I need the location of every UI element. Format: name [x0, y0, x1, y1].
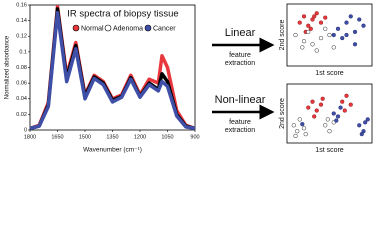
scatter-point	[318, 20, 324, 25]
scatter-point	[357, 123, 362, 128]
legend-label: Adenoma	[113, 25, 143, 32]
y-tick-label: 0.04	[16, 96, 27, 102]
y-axis-label: Normalized absorbance	[5, 35, 11, 99]
scatter-point	[300, 45, 305, 50]
scatter-point	[314, 11, 319, 16]
scatter-point	[327, 129, 332, 134]
y-tick-label: 0.02	[16, 112, 27, 118]
scatter-point	[323, 26, 328, 31]
y-tick-label: 0.16	[16, 2, 27, 8]
annotation: feature	[229, 119, 251, 126]
x-tick-label: 1500	[79, 134, 91, 140]
scatter-point	[301, 39, 307, 44]
scatter-point	[342, 108, 347, 113]
annotation: extraction	[225, 127, 255, 134]
legend-marker	[72, 24, 80, 32]
scatter-point	[314, 108, 319, 113]
scatter-point	[340, 99, 345, 104]
scatter-point	[331, 45, 336, 50]
x-tick-label: 1200	[134, 134, 146, 140]
scatter-point	[301, 126, 307, 131]
scatter-point	[365, 117, 370, 122]
chart-title: IR spectra of biopsy tissue	[67, 9, 178, 20]
scatter-point	[318, 35, 324, 41]
scatter-point	[306, 29, 311, 34]
scatter-point	[310, 42, 315, 47]
page: {"chart_data": [ {"type": "line", "title…	[4, 2, 373, 154]
figure: 0 0.02 0.04 0.06 0.08 0.1 0.12 0.14 0.16 1800 1650…	[5, 2, 373, 154]
plot-frame	[286, 83, 373, 144]
scatter-point	[301, 14, 307, 19]
y-tick-label: 0.12	[16, 34, 27, 40]
legend-marker	[144, 24, 152, 32]
scatter-point	[291, 123, 296, 128]
x-tick-label: 1800	[24, 134, 36, 140]
x-axis-label: 1st score	[315, 147, 344, 154]
scatter-point	[308, 26, 313, 31]
legend-marker	[104, 24, 112, 32]
x-tick-label: 1650	[51, 134, 63, 140]
x-tick-label: 900	[190, 134, 199, 140]
y-tick-label: 0.08	[16, 65, 27, 71]
scatter-point	[323, 15, 328, 20]
x-tick-label: 1050	[161, 134, 173, 140]
y-axis-label: 2nd score	[279, 98, 286, 129]
scatter-point	[335, 26, 341, 31]
scatter-point	[306, 23, 311, 28]
scatter-point	[323, 123, 328, 128]
scatter-point	[318, 102, 324, 107]
annotation: extraction	[225, 60, 255, 67]
y-tick-label: 0.06	[16, 81, 27, 87]
scatter-point	[363, 120, 368, 125]
scatter-point	[348, 14, 353, 19]
scatter-point	[327, 32, 332, 38]
scatter-point	[335, 114, 341, 119]
scatter-point	[359, 132, 364, 137]
scatter-point	[338, 105, 343, 110]
scatter-point	[344, 32, 349, 38]
scatter-point	[297, 117, 302, 122]
annotation: Non-linear	[215, 94, 266, 106]
scatter-point	[293, 32, 298, 38]
scatter-point	[297, 20, 302, 25]
x-tick-label: 1350	[106, 134, 118, 140]
scatter-point	[314, 48, 319, 53]
scatter-point	[303, 132, 308, 137]
y-tick-label: 0.1	[19, 49, 27, 55]
annotation: Linear	[225, 27, 256, 39]
legend-label: Normal	[81, 25, 104, 32]
scatter-point	[352, 42, 358, 47]
scatter-point	[348, 102, 353, 107]
scatter-point	[306, 105, 311, 110]
annotation: feature	[229, 52, 251, 59]
scatter-point	[320, 96, 325, 101]
spectrum-line	[29, 11, 196, 131]
scatter-point	[310, 99, 315, 104]
scatter-point	[295, 129, 300, 134]
scatter-point	[344, 93, 349, 98]
scatter-point	[331, 111, 336, 116]
scatter-point	[352, 29, 358, 34]
scatter-point	[300, 122, 305, 127]
scatter-point	[312, 14, 317, 19]
scatter-point	[344, 20, 349, 25]
scatter-point	[340, 35, 345, 41]
scatter-point	[361, 23, 366, 28]
scatter-point	[312, 114, 317, 119]
scatter-point	[331, 32, 336, 38]
scatter-point	[334, 118, 339, 123]
y-tick-label: 0	[24, 127, 27, 133]
y-tick-label: 0.14	[16, 18, 27, 24]
y-axis-label: 2nd score	[279, 20, 286, 51]
legend-label: Cancer	[153, 25, 176, 32]
x-axis-label: 1st score	[315, 70, 344, 77]
x-axis-label: Wavenumber (cm⁻¹)	[83, 147, 142, 154]
scatter-point	[293, 133, 298, 139]
scatter-point	[357, 17, 362, 22]
scatter-point	[325, 117, 330, 122]
